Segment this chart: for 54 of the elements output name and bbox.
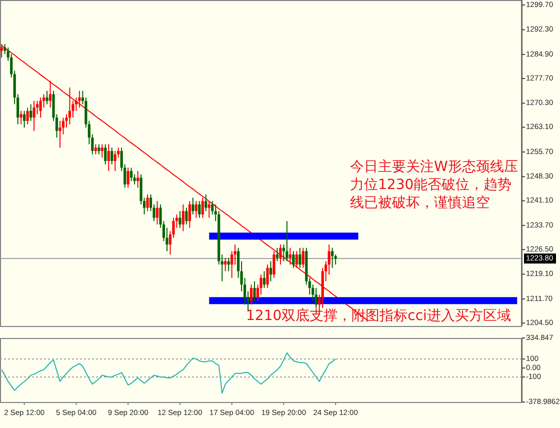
candlestick (201, 197, 204, 218)
candlestick (194, 200, 198, 218)
candlestick (23, 110, 26, 128)
candlestick (182, 204, 184, 232)
candlestick (48, 80, 52, 108)
candlestick (107, 144, 110, 172)
candlestick (136, 170, 140, 188)
candlestick (114, 150, 116, 172)
candlestick (227, 257, 230, 272)
candlestick (269, 260, 272, 282)
annotation: 1210双底支撑，附图指标cci进入买方区域 (246, 308, 512, 325)
candlestick (46, 90, 48, 105)
candlestick (276, 247, 279, 262)
candlestick (178, 210, 182, 228)
candlestick (94, 144, 97, 155)
candlestick (98, 144, 100, 155)
candlestick (250, 284, 253, 306)
candlestick (185, 207, 188, 225)
candlestick (279, 244, 282, 266)
candlestick (78, 90, 81, 108)
candlestick (253, 280, 256, 302)
candlestick (100, 144, 104, 158)
candlestick (26, 107, 29, 125)
candlestick (292, 250, 295, 268)
candlestick (110, 147, 114, 165)
candlestick (104, 144, 107, 165)
candlestick (58, 120, 62, 148)
candlestick (314, 287, 318, 308)
candlestick (39, 97, 42, 118)
candlestick (266, 264, 269, 288)
candlestick (272, 250, 276, 278)
annotation: 今日主要关注W形态颈线压力位1230能否破位，趋势线已被破坏，谨慎追空 (350, 158, 518, 212)
candlestick (295, 250, 298, 268)
candlestick (262, 270, 266, 288)
candlestick (156, 200, 159, 225)
candlestick (331, 247, 334, 268)
candlestick (192, 197, 194, 215)
candlestick (208, 200, 210, 218)
candlestick (20, 110, 22, 125)
candlestick (126, 167, 130, 188)
candlestick (288, 247, 292, 266)
candlestick (198, 200, 201, 218)
candlestick (286, 220, 288, 262)
candlestick (188, 200, 191, 228)
candlestick (146, 194, 149, 212)
candlestick (30, 104, 32, 122)
candlestick (298, 247, 302, 268)
line-series (1, 352, 336, 394)
candlestick (204, 194, 208, 212)
candlestick (68, 87, 72, 125)
candlestick (302, 247, 304, 268)
candlestick (32, 100, 36, 132)
candlestick (224, 257, 227, 272)
candlestick (130, 167, 133, 182)
